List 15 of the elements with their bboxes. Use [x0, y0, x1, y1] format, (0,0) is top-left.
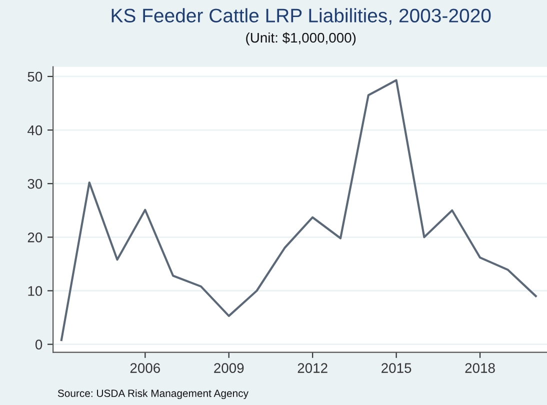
x-tick-label: 2015: [382, 363, 412, 373]
y-tick-label: 20: [28, 232, 42, 242]
y-tick-label: 30: [28, 178, 42, 189]
chart-title: KS Feeder Cattle LRP Liabilities, 2003-2020: [112, 8, 491, 25]
x-tick-label: 2012: [298, 363, 328, 373]
x-tick-label: 2018: [465, 363, 495, 373]
y-tick-label: 50: [28, 72, 42, 82]
chart-subtitle: (Unit: $1,000,000): [246, 32, 356, 46]
y-tick-label: 0: [35, 340, 42, 350]
line-series: [60, 79, 537, 342]
x-tick-label: 2006: [130, 363, 160, 373]
y-tick-label: 40: [28, 125, 42, 136]
y-tick-label: 10: [28, 286, 42, 296]
source-note: Source: USDA Risk Management Agency: [58, 389, 248, 400]
x-tick-label: 2009: [214, 363, 244, 373]
